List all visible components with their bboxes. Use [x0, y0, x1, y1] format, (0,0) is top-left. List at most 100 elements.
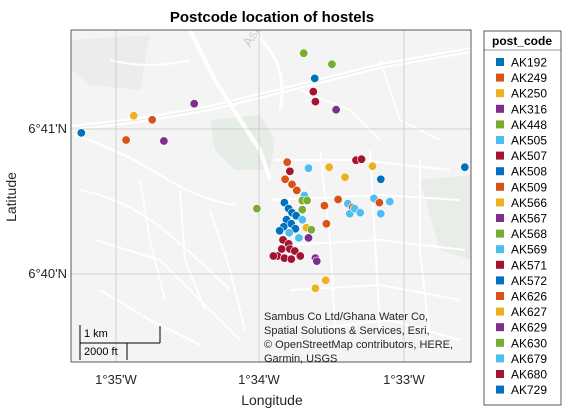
basemap[interactable]: Asante — [71, 4, 471, 362]
x-axis-label: Longitude — [241, 392, 303, 408]
hostel-point-ak571[interactable] — [268, 251, 278, 261]
hostel-point-ak571[interactable] — [295, 251, 305, 261]
y-axis-label: Latitude — [3, 172, 19, 222]
attribution-line-4: Garmin, USGS — [264, 353, 337, 365]
hostel-point-ak192[interactable] — [310, 73, 320, 83]
hostel-point-ak249[interactable] — [121, 135, 131, 145]
legend-swatch-ak448 — [496, 120, 504, 129]
legend-label-ak629: AK629 — [511, 321, 547, 335]
legend-swatch-ak568 — [496, 229, 504, 238]
legend-swatch-ak507 — [496, 151, 504, 160]
legend-label-ak568: AK568 — [511, 227, 547, 241]
hostel-point-ak316[interactable] — [331, 105, 341, 115]
hostel-point-ak249[interactable] — [287, 179, 297, 189]
hostel-point-ak680[interactable] — [308, 87, 318, 97]
hostel-point-ak679[interactable] — [376, 209, 386, 219]
legend-swatch-ak566 — [496, 198, 504, 207]
legend-label-ak507: AK507 — [511, 149, 547, 163]
park-area — [420, 175, 471, 260]
legend-label-ak630: AK630 — [511, 336, 547, 350]
hostel-point-ak626[interactable] — [374, 198, 384, 208]
hostel-point-ak627[interactable] — [310, 283, 320, 293]
hostel-point-ak569[interactable] — [385, 197, 395, 207]
hostel-point-ak192[interactable] — [76, 128, 86, 138]
hostel-point-ak507[interactable] — [285, 166, 295, 176]
hostel-point-ak626[interactable] — [319, 201, 329, 211]
legend-swatch-ak729 — [496, 385, 504, 394]
hostel-point-ak316[interactable] — [189, 99, 199, 109]
y-tick-label: 6°40'N — [28, 266, 67, 281]
hostel-point-ak729[interactable] — [376, 174, 386, 184]
legend-label-ak571: AK571 — [511, 258, 547, 272]
legend-swatch-ak508 — [496, 167, 504, 176]
hostel-point-ak630[interactable] — [306, 225, 316, 235]
legend-label-ak192: AK192 — [511, 56, 547, 70]
legend-swatch-ak316 — [496, 104, 504, 113]
hostel-point-ak630[interactable] — [299, 48, 309, 58]
legend-label-ak316: AK316 — [511, 102, 547, 116]
legend-label-ak626: AK626 — [511, 290, 547, 304]
hostel-point-ak566[interactable] — [367, 161, 377, 171]
legend-label-ak572: AK572 — [511, 274, 547, 288]
legend-swatch-ak505 — [496, 136, 504, 144]
attribution-line-2: Spatial Solutions & Services, Esri, — [264, 325, 430, 337]
hostel-point-ak679[interactable] — [355, 208, 365, 218]
legend-title: post_code — [492, 34, 552, 48]
x-tick-label: 1°33'W — [383, 372, 425, 387]
legend-label-ak680: AK680 — [511, 368, 547, 382]
scale-bar: 1 km 2000 ft — [79, 325, 161, 360]
hostel-point-ak680[interactable] — [310, 97, 320, 107]
hostel-point-ak249[interactable] — [147, 115, 157, 125]
hostel-point-ak509[interactable] — [292, 185, 302, 195]
legend-label-ak509: AK509 — [511, 180, 547, 194]
attribution-line-3: © OpenStreetMap contributors, HERE, — [264, 339, 453, 351]
legend-swatch-ak569 — [496, 245, 504, 254]
hostel-point-ak192[interactable] — [460, 162, 470, 172]
hostel-point-ak448[interactable] — [252, 204, 262, 214]
chart-title: Postcode location of hostels — [170, 9, 374, 26]
legend-swatch-ak192 — [496, 58, 504, 66]
legend-swatch-ak626 — [496, 292, 504, 300]
legend-label-ak566: AK566 — [511, 196, 547, 210]
hostel-point-ak448[interactable] — [327, 59, 337, 69]
hostel-point-ak569[interactable] — [297, 215, 307, 225]
hostel-point-ak626[interactable] — [280, 174, 290, 184]
legend-swatch-ak629 — [496, 323, 504, 332]
hostel-point-ak507[interactable] — [286, 254, 296, 264]
legend-swatch-ak250 — [496, 89, 504, 98]
x-tick-label: 1°35'W — [95, 372, 137, 387]
hostel-point-ak448[interactable] — [297, 205, 307, 215]
legend-label-ak448: AK448 — [511, 118, 547, 132]
hostel-point-ak250[interactable] — [324, 162, 334, 172]
hostel-point-ak507[interactable] — [356, 154, 366, 164]
legend-swatch-ak509 — [496, 182, 504, 191]
legend-swatch-ak680 — [496, 370, 504, 378]
attribution-line-1: Sambus Co Ltd/Ghana Water Co, — [264, 311, 428, 323]
hostel-point-ak630[interactable] — [302, 196, 312, 206]
scale-ft-label: 2000 ft — [84, 346, 118, 358]
major-road — [188, 30, 272, 181]
hostel-point-ak250[interactable] — [129, 111, 139, 121]
hostel-point-ak316[interactable] — [303, 233, 313, 243]
hostel-point-ak249[interactable] — [333, 195, 343, 205]
legend-swatch-ak630 — [496, 338, 504, 347]
hostel-points — [76, 48, 470, 293]
legend-swatch-ak567 — [496, 214, 504, 222]
hostel-point-ak629[interactable] — [312, 256, 322, 266]
hostel-point-ak505[interactable] — [303, 163, 313, 173]
hostel-point-ak566[interactable] — [340, 172, 350, 182]
hostel-point-ak509[interactable] — [282, 157, 292, 167]
hostel-point-ak250[interactable] — [321, 275, 331, 285]
legend-label-ak729: AK729 — [511, 383, 547, 397]
hostel-point-ak569[interactable] — [294, 233, 304, 243]
legend-swatch-ak249 — [496, 73, 504, 82]
hostel-point-ak505[interactable] — [284, 228, 294, 238]
hostel-point-ak508[interactable] — [275, 226, 285, 236]
hostel-point-ak626[interactable] — [321, 219, 331, 229]
hostel-point-ak316[interactable] — [159, 136, 169, 146]
legend-label-ak569: AK569 — [511, 243, 547, 257]
attribution: Sambus Co Ltd/Ghana Water Co, Spatial So… — [264, 311, 453, 365]
